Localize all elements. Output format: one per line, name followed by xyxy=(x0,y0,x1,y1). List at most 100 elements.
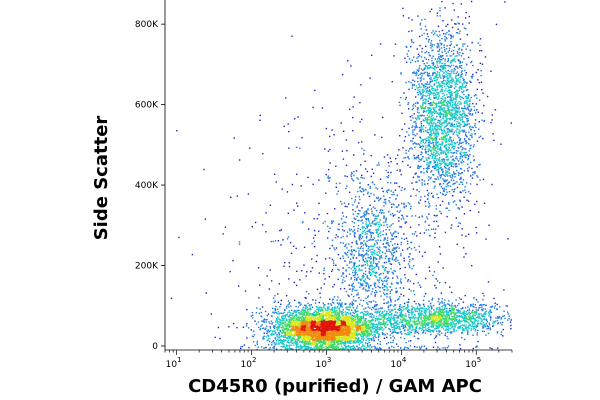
event-dot xyxy=(327,338,329,340)
event-dot xyxy=(328,329,330,331)
event-dot xyxy=(455,306,457,308)
event-dot xyxy=(438,308,440,311)
event-dot xyxy=(376,324,379,326)
event-dot xyxy=(414,330,416,333)
event-dot xyxy=(462,301,465,303)
event-dot xyxy=(273,325,275,327)
event-dot xyxy=(276,328,278,331)
event-dot xyxy=(447,325,449,327)
event-dot xyxy=(487,326,490,328)
event-dot xyxy=(275,340,278,342)
event-dot xyxy=(457,321,459,323)
event-dot xyxy=(482,318,484,321)
event-dot xyxy=(425,319,427,321)
event-dot xyxy=(344,326,346,328)
event-dot xyxy=(440,312,442,314)
event-dot xyxy=(337,346,339,349)
event-dot xyxy=(413,322,415,324)
event-dot xyxy=(312,342,314,344)
event-dot xyxy=(302,309,304,312)
event-dot xyxy=(348,340,351,342)
event-dot xyxy=(350,348,352,350)
event-dot xyxy=(416,323,419,326)
event-dot xyxy=(355,311,357,314)
event-dot xyxy=(317,327,319,329)
event-dot xyxy=(347,338,349,340)
event-dot xyxy=(433,324,435,326)
event-dot xyxy=(417,313,420,316)
event-dot xyxy=(455,312,457,314)
event-dot xyxy=(411,311,413,313)
event-dot xyxy=(473,321,476,323)
event-dot xyxy=(303,323,305,325)
event-dot xyxy=(323,334,325,336)
event-dot xyxy=(470,325,472,328)
event-dot xyxy=(294,339,297,342)
event-dot xyxy=(288,314,291,316)
event-dot xyxy=(469,320,472,322)
event-dot xyxy=(337,326,340,328)
event-dot xyxy=(289,330,291,333)
event-dot xyxy=(326,315,328,317)
event-dot xyxy=(280,338,282,341)
event-dot xyxy=(274,337,276,339)
event-dot xyxy=(458,328,460,330)
event-dot xyxy=(351,314,353,317)
event-dot xyxy=(317,325,319,328)
event-dot xyxy=(346,324,348,326)
event-dot xyxy=(359,347,361,349)
event-dot xyxy=(359,312,362,314)
event-dot xyxy=(444,299,446,301)
event-dot xyxy=(418,310,420,312)
event-dot xyxy=(310,327,313,330)
event-dot xyxy=(344,303,346,305)
event-dot xyxy=(421,320,424,322)
event-dot xyxy=(323,337,325,339)
event-dot xyxy=(332,326,334,328)
event-dot xyxy=(309,338,311,341)
event-dot xyxy=(453,323,455,325)
event-dot xyxy=(349,306,351,309)
event-dot xyxy=(492,324,495,327)
event-dot xyxy=(396,327,399,329)
event-dot xyxy=(347,328,349,330)
event-dot xyxy=(345,303,347,305)
event-dot xyxy=(281,319,284,321)
event-dot xyxy=(317,323,319,325)
event-dot xyxy=(390,317,392,319)
event-dot xyxy=(307,330,309,332)
event-dot xyxy=(338,325,340,327)
event-dot xyxy=(317,337,320,339)
event-dot xyxy=(381,315,384,317)
event-dot xyxy=(330,304,333,306)
event-dot xyxy=(325,338,327,340)
event-dot xyxy=(409,332,412,334)
event-dot xyxy=(270,334,273,336)
event-dot xyxy=(367,334,370,336)
event-dot xyxy=(303,338,305,341)
event-dot xyxy=(389,319,391,321)
event-dot xyxy=(391,323,393,325)
event-dot xyxy=(445,329,447,331)
event-dot xyxy=(266,315,268,317)
event-dot xyxy=(396,312,398,314)
event-dot xyxy=(412,315,415,318)
event-dot xyxy=(349,346,351,348)
event-dot xyxy=(320,338,322,340)
event-dot xyxy=(359,322,361,324)
event-dot xyxy=(497,317,499,319)
event-dot xyxy=(456,309,458,311)
event-dot xyxy=(355,338,357,340)
event-dot xyxy=(293,323,295,326)
event-dot xyxy=(455,323,457,325)
event-dot xyxy=(284,314,287,317)
event-dot xyxy=(256,307,258,309)
event-dot xyxy=(318,308,320,311)
event-dot xyxy=(502,315,504,318)
event-dot xyxy=(459,322,461,324)
event-dot xyxy=(408,314,410,316)
event-dot xyxy=(417,332,420,335)
event-dot xyxy=(396,332,398,334)
event-dot xyxy=(446,335,448,338)
event-dot xyxy=(361,323,363,325)
